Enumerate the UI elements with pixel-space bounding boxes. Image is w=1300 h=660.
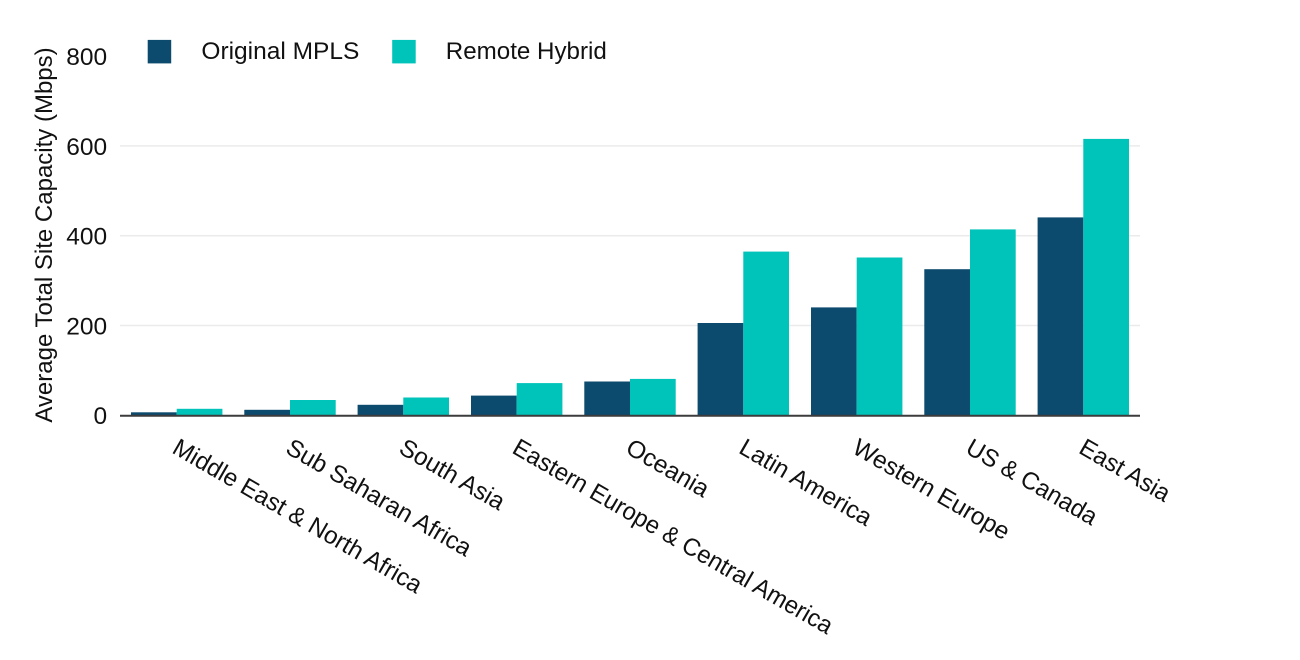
svg-text:Average Total Site Capacity (M: Average Total Site Capacity (Mbps)	[31, 47, 58, 422]
svg-text:200: 200	[66, 313, 107, 340]
svg-text:0: 0	[93, 403, 107, 430]
svg-text:400: 400	[66, 224, 107, 251]
svg-text:Original MPLS: Original MPLS	[201, 38, 359, 65]
svg-text:800: 800	[66, 44, 107, 71]
svg-text:600: 600	[66, 134, 107, 161]
svg-text:Remote Hybrid: Remote Hybrid	[446, 38, 607, 65]
